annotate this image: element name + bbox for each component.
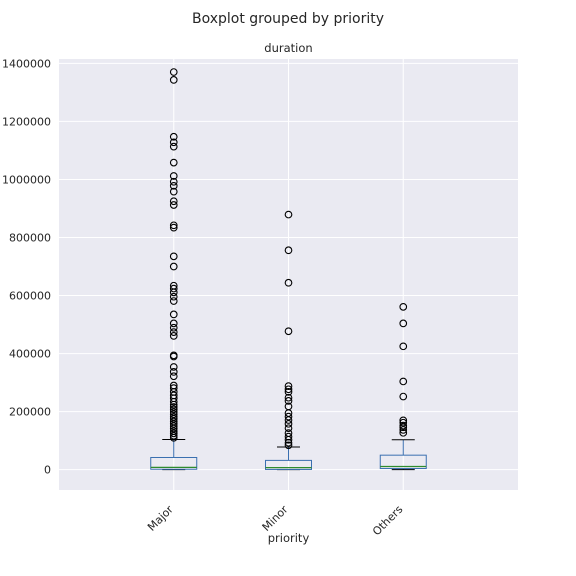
outlier-point — [169, 181, 178, 190]
x-tick-label: Minor — [260, 503, 291, 534]
outlier-point — [399, 342, 408, 351]
outlier-point — [169, 352, 178, 361]
outlier-point — [284, 385, 293, 394]
outlier-point — [169, 323, 178, 332]
y-axis-ticks: 0 200000 400000 600000 800000 1000000 1200000 1… — [2, 57, 51, 476]
x-tick-label: Others — [370, 503, 406, 539]
outlier-point — [169, 405, 178, 414]
outlier-point — [169, 223, 178, 232]
outlier-point — [169, 368, 178, 376]
box-others — [379, 303, 427, 471]
outlier-point — [284, 397, 293, 405]
boxes — [150, 68, 427, 471]
outlier-point — [399, 423, 408, 432]
outlier-point — [399, 392, 408, 401]
y-tick-label: 1400000 — [2, 57, 51, 70]
outlier-point — [169, 138, 178, 147]
outlier-point — [169, 363, 178, 371]
outlier-point — [169, 158, 178, 167]
outlier-point — [284, 412, 293, 421]
outlier-point — [284, 416, 293, 424]
outlier-point — [284, 210, 293, 219]
outlier-point — [284, 393, 293, 402]
x-axis-label: priority — [268, 531, 310, 545]
outlier-point — [169, 319, 178, 328]
grid-lines — [59, 59, 518, 490]
outlier-point — [169, 422, 178, 430]
box-minor — [265, 210, 312, 471]
outlier-point — [284, 327, 293, 336]
outlier-point — [169, 201, 178, 209]
chart-suptitle: Boxplot grouped by priority — [192, 11, 384, 27]
outlier-point — [169, 415, 178, 423]
y-tick-label: 0 — [44, 464, 51, 477]
outlier-point — [169, 384, 178, 392]
box-body — [150, 456, 198, 470]
outlier-point — [169, 288, 178, 297]
y-tick-label: 600000 — [9, 290, 51, 303]
outlier-point — [169, 400, 178, 409]
outlier-point — [284, 246, 293, 255]
outlier-point — [169, 372, 178, 381]
outlier-point — [169, 197, 178, 206]
outlier-point — [169, 172, 178, 180]
outlier-point — [169, 142, 178, 151]
box-major — [150, 68, 198, 471]
outlier-point — [169, 429, 178, 438]
outlier-point — [169, 221, 178, 230]
outlier-point — [284, 435, 293, 444]
outlier-point — [169, 297, 178, 305]
outlier-point — [399, 377, 408, 386]
outlier-point — [169, 292, 178, 301]
x-tick-label: Major — [145, 503, 176, 534]
y-tick-label: 200000 — [9, 406, 51, 419]
axes-title: duration — [264, 41, 312, 55]
outlier-point — [399, 303, 408, 311]
outlier-point — [399, 418, 408, 427]
outlier-point — [169, 284, 178, 293]
outlier-point — [284, 441, 293, 450]
y-tick-label: 400000 — [9, 348, 51, 361]
outlier-point — [169, 397, 178, 406]
outlier-point — [169, 262, 178, 271]
y-tick-label: 800000 — [9, 231, 51, 244]
outlier-point — [169, 433, 178, 442]
outlier-point — [169, 403, 178, 411]
outlier-point — [169, 132, 178, 141]
outlier-point — [284, 419, 293, 428]
outlier-point — [169, 328, 178, 336]
outlier-point — [169, 187, 178, 196]
outlier-point — [399, 426, 408, 434]
outlier-point — [169, 410, 178, 419]
outlier-point — [169, 310, 178, 319]
outlier-point — [169, 424, 178, 433]
outlier-point — [284, 382, 293, 390]
outlier-point — [169, 431, 178, 440]
outlier-point — [284, 388, 293, 396]
outlier-point — [169, 68, 178, 76]
outlier-point — [169, 76, 178, 84]
outlier-point — [399, 319, 408, 328]
outlier-point — [169, 252, 178, 261]
outlier-point — [284, 278, 293, 287]
box-body — [265, 459, 312, 470]
outlier-point — [284, 424, 293, 433]
outlier-point — [169, 419, 178, 428]
y-tick-label: 1000000 — [2, 173, 51, 186]
outlier-point — [169, 177, 178, 186]
box-body — [379, 454, 427, 470]
outlier-point — [169, 332, 178, 340]
outlier-point — [399, 428, 408, 437]
y-tick-label: 1200000 — [2, 115, 51, 128]
outlier-point — [284, 438, 293, 447]
